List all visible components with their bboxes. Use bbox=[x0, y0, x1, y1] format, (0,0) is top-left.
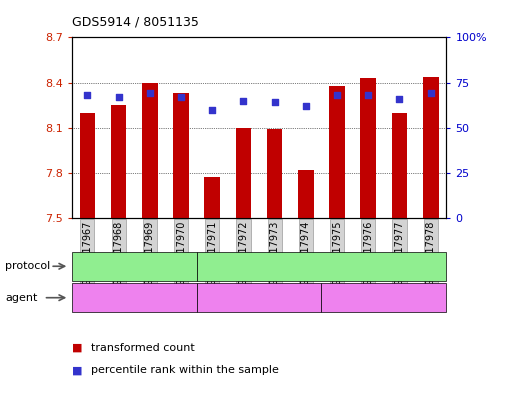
Point bbox=[177, 94, 185, 100]
Point bbox=[333, 92, 341, 98]
Bar bbox=[423, 77, 439, 218]
Text: agent: agent bbox=[5, 293, 37, 303]
Point bbox=[270, 99, 279, 106]
Point bbox=[396, 95, 404, 102]
Point bbox=[114, 94, 123, 100]
Point bbox=[427, 90, 435, 97]
Point bbox=[208, 107, 216, 113]
Bar bbox=[142, 83, 157, 218]
Bar bbox=[205, 178, 220, 218]
Text: YAP depletion: YAP depletion bbox=[281, 260, 362, 273]
Point bbox=[364, 92, 372, 98]
Bar bbox=[298, 170, 313, 218]
Text: siYAP construct 1: siYAP construct 1 bbox=[208, 291, 310, 304]
Text: siYAP construct 2: siYAP construct 2 bbox=[333, 291, 435, 304]
Text: ■: ■ bbox=[72, 365, 82, 375]
Point bbox=[240, 97, 248, 104]
Text: ■: ■ bbox=[72, 343, 82, 353]
Bar bbox=[173, 93, 189, 218]
Bar bbox=[392, 113, 407, 218]
Text: transformed count: transformed count bbox=[91, 343, 195, 353]
Point bbox=[302, 103, 310, 109]
Text: protocol: protocol bbox=[5, 261, 50, 271]
Text: RISC-free control: RISC-free control bbox=[85, 291, 184, 304]
Bar bbox=[111, 105, 126, 218]
Bar bbox=[267, 129, 283, 218]
Bar bbox=[80, 113, 95, 218]
Text: GDS5914 / 8051135: GDS5914 / 8051135 bbox=[72, 16, 199, 29]
Point bbox=[83, 92, 91, 98]
Bar bbox=[361, 78, 376, 218]
Bar bbox=[235, 128, 251, 218]
Text: control: control bbox=[114, 260, 155, 273]
Point bbox=[146, 90, 154, 97]
Bar bbox=[329, 86, 345, 218]
Text: percentile rank within the sample: percentile rank within the sample bbox=[91, 365, 279, 375]
